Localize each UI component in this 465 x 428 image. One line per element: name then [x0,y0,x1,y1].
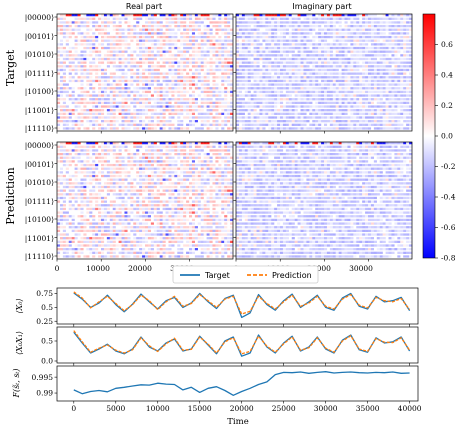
state-labels-target: |00000⟩ |00101⟩ |01010⟩ |01111⟩ |10100⟩ … [25,13,54,133]
heatmap-xtick-real: 10000 [86,264,110,273]
state-label: |01010⟩ [25,50,54,59]
xtick-label: 35000 [356,404,380,413]
state-label: |10100⟩ [25,215,54,224]
colorbar-tick-label: 0.4 [441,71,453,80]
state-label: |01111⟩ [25,69,54,78]
row-label-prediction: Prediction [4,167,17,225]
xtick-label: 10000 [146,404,170,413]
legend-box [172,265,319,284]
xtick-label: 0 [71,404,76,413]
series-line-prediction [73,291,411,315]
colorbar [422,13,436,259]
state-label: |11110⟩ [25,124,54,133]
colorbar-tick-label: -0.8 [441,254,456,263]
state-label: |11001⟩ [25,106,54,115]
xtick-label: 15000 [188,404,212,413]
state-label: |01111⟩ [25,197,54,206]
heatmap-xtick-real: 20000 [128,264,152,273]
colorbar-tick-label: -0.2 [441,162,456,171]
xtick-label: 25000 [272,404,296,413]
state-label: |00101⟩ [25,32,54,41]
ytick-label: 0.25 [36,317,53,326]
ytick-label: 0.99 [36,389,53,398]
heatmap-prediction-real [54,141,234,262]
state-labels-prediction: |00000⟩ |00101⟩ |01010⟩ |01111⟩ |10100⟩ … [25,141,54,261]
xtick-label: 40000 [398,404,422,413]
xtick-label: 5000 [106,404,125,413]
ylabel-x0: ⟨X₀⟩ [15,298,24,313]
heatmap-xtick-imag: 20000 [307,264,331,273]
legend-label-target: Target [204,271,230,280]
heatmap-target-real [54,13,234,134]
state-label: |01010⟩ [25,178,54,187]
plot-fidelity: 0.99 0.995 0 5000 10000 15000 20000 25000 30000 3… [32,365,422,413]
heatmap-prediction-imag [233,141,413,262]
ylabel-fidelity: F(s̃ₜ, sₜ) [12,368,21,398]
xlabel-time: Time [227,417,248,427]
legend-label-prediction: Prediction [272,271,312,280]
ytick-label: 0.75 [36,289,53,298]
xtick-label: 30000 [314,404,338,413]
series-line-target [73,371,410,396]
plot-x0: 0.25 0.5 0.75 [36,287,419,327]
heatmap-xtick-real: 0 [55,264,60,273]
colorbar-tick-label: 0.6 [441,40,453,49]
ylabel-x0x1: ⟨X₀X₁⟩ [15,331,24,355]
state-label: |00000⟩ [25,141,54,150]
heatmap-xtick-imag: 30000 [349,264,373,273]
legend: Target Prediction [172,265,319,284]
ytick-label: 0.995 [32,373,54,382]
ytick-label: 0.5 [41,303,53,312]
colorbar-tick-label: 0.2 [441,101,453,110]
state-label: |00101⟩ [25,160,54,169]
plot-frame [56,365,419,402]
colorbar-ticks: -0.8 -0.6 -0.4 -0.2 0.0 0.2 0.4 0.6 [435,40,456,263]
col-title-real: Real part [126,2,162,11]
state-label: |00000⟩ [25,13,54,22]
colorbar-tick-label: 0.0 [441,132,453,141]
state-label: |10100⟩ [25,87,54,96]
ytick-label: 0.5 [41,337,53,346]
heatmap-target-imag [233,13,413,134]
colorbar-tick-label: -0.4 [441,193,456,202]
col-title-imag: Imaginary part [292,2,351,11]
colorbar-tick-label: -0.6 [441,223,456,232]
state-label: |11110⟩ [25,252,54,261]
series-line-prediction [73,330,411,355]
state-label: |11001⟩ [25,234,54,243]
plot-x0x1: 0.0 0.5 [41,326,419,366]
row-label-target: Target [4,49,17,86]
ytick-label: 0.0 [41,357,53,366]
xtick-label: 20000 [230,404,254,413]
